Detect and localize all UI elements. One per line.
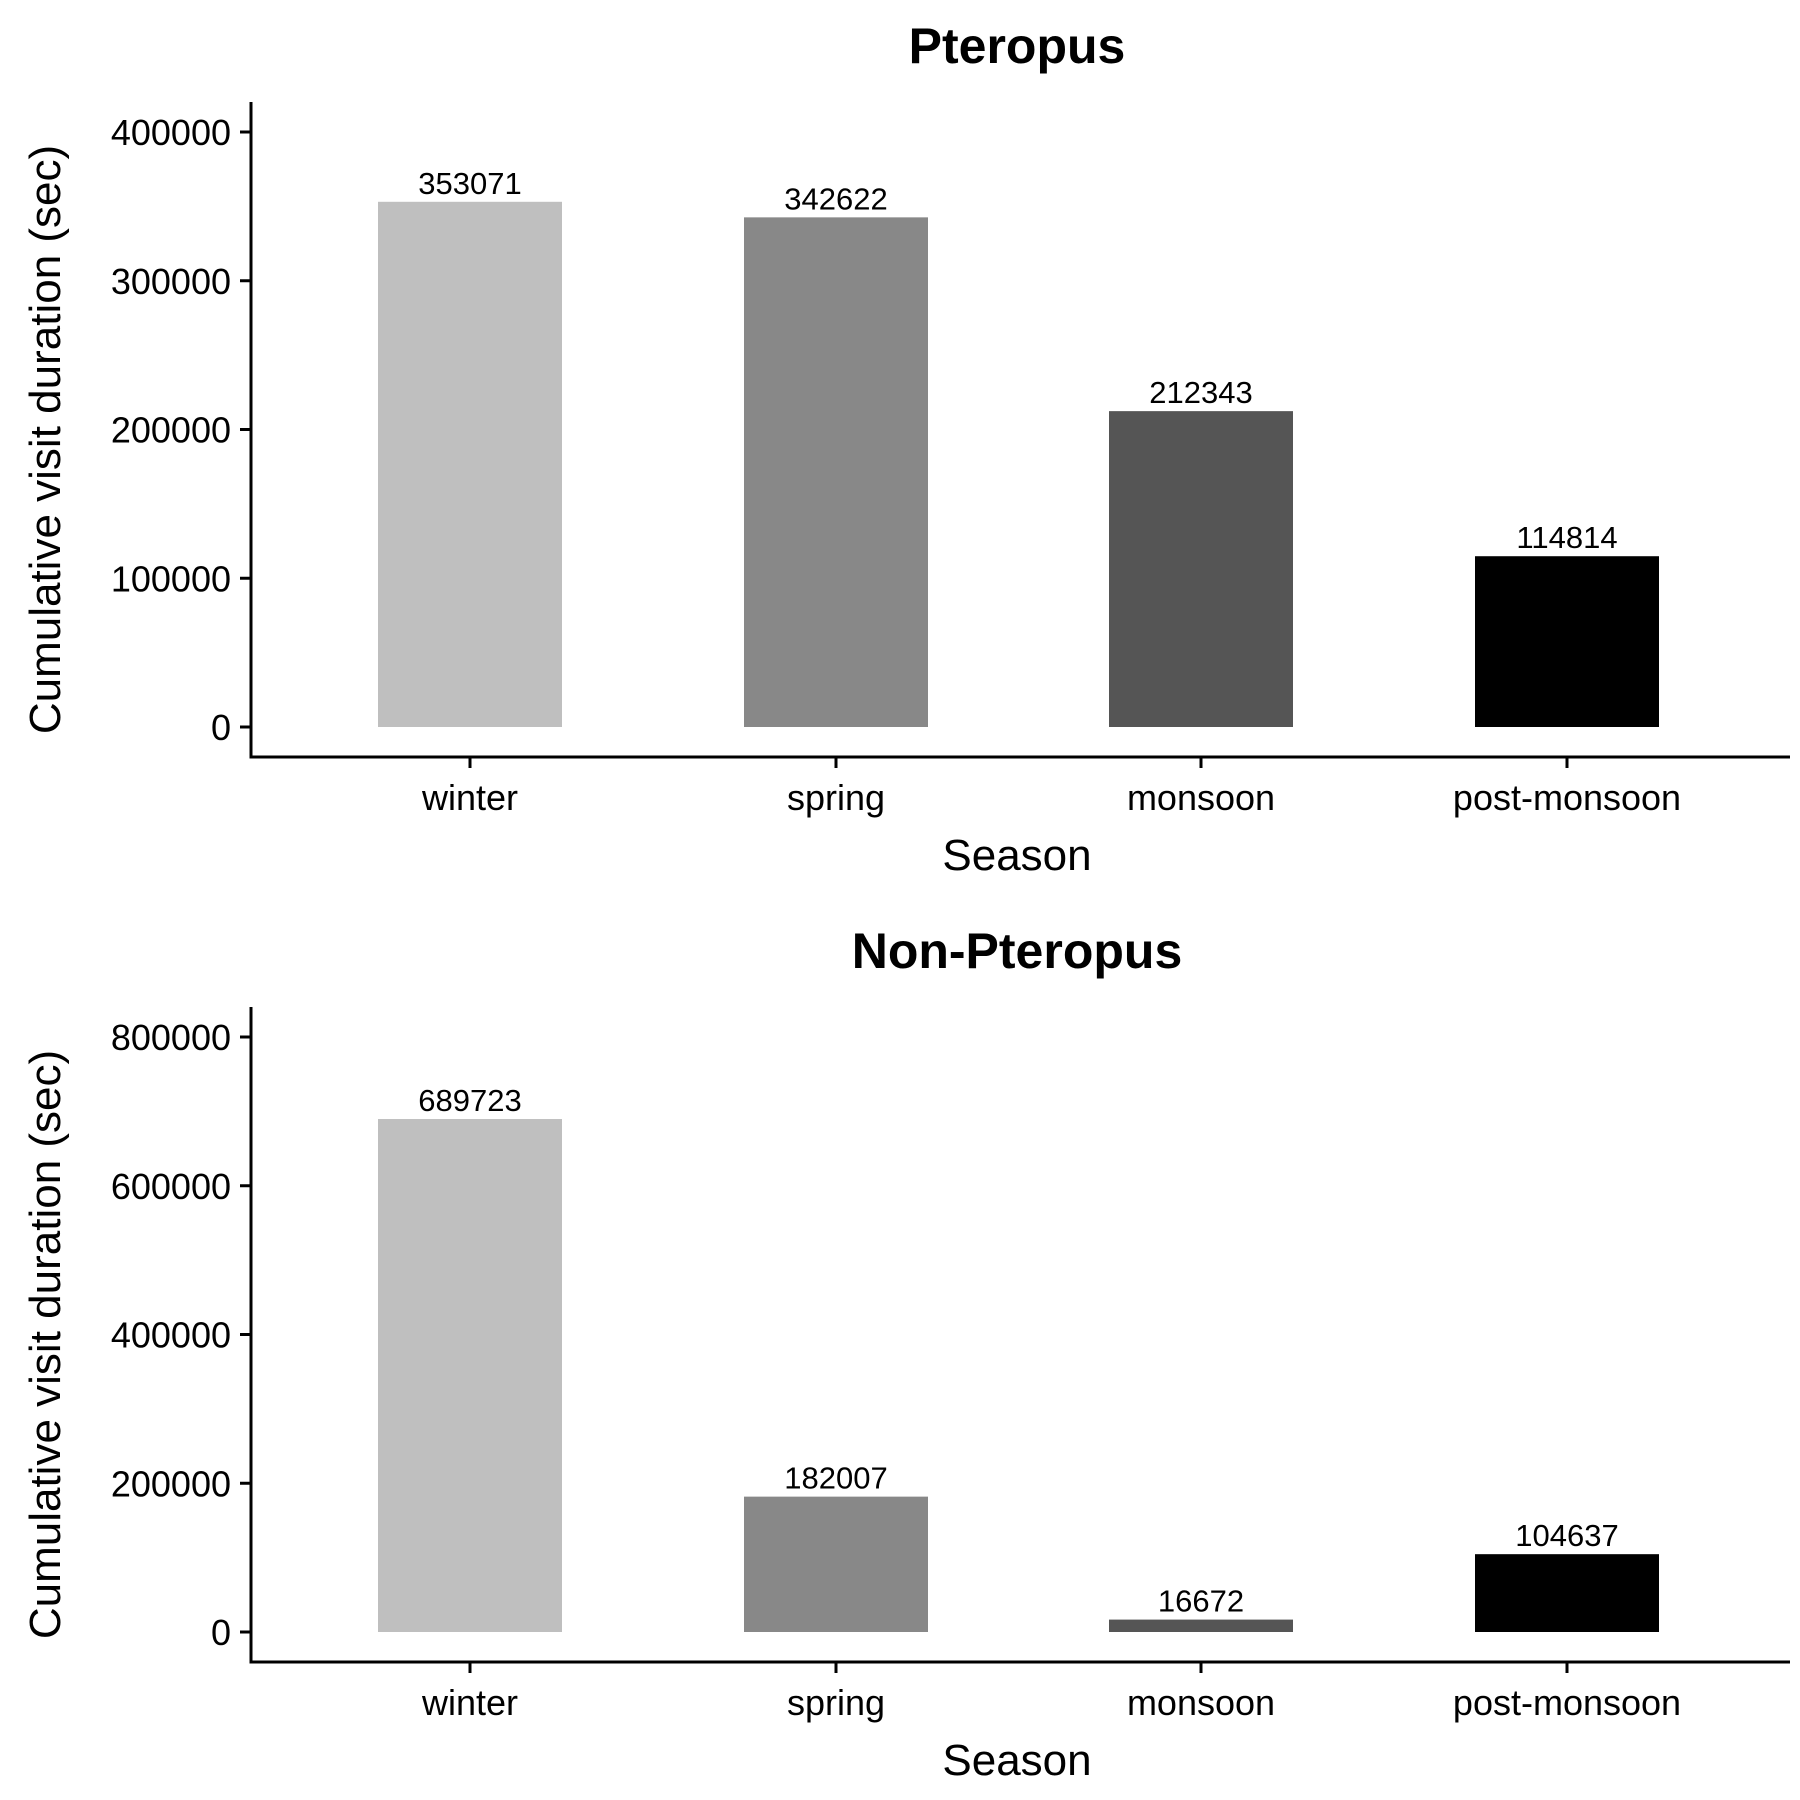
x-tick-label-post-monsoon: post-monsoon: [1453, 777, 1681, 818]
chart-title: Pteropus: [909, 18, 1126, 74]
data-label-post-monsoon: 104637: [1515, 1518, 1618, 1553]
y-tick-label: 100000: [111, 558, 231, 599]
y-tick-label: 600000: [111, 1166, 231, 1207]
bar-spring: [744, 1496, 928, 1632]
data-label-spring: 182007: [784, 1461, 887, 1496]
bar-post-monsoon: [1475, 1554, 1659, 1632]
x-tick-label-winter: winter: [421, 777, 518, 818]
data-label-monsoon: 16672: [1158, 1584, 1244, 1619]
y-tick-label: 800000: [111, 1017, 231, 1058]
chart-panel-pteropus: Pteropus 0 100000 200000 300000 400000 353071 w…: [21, 18, 1790, 880]
x-tick-label-spring: spring: [787, 1682, 885, 1723]
bar-winter: [378, 201, 562, 727]
data-label-winter: 689723: [418, 1083, 521, 1118]
x-axis-title: Season: [942, 831, 1091, 880]
bar-post-monsoon: [1475, 556, 1659, 727]
bar-monsoon: [1109, 1619, 1293, 1632]
y-tick-label: 200000: [111, 410, 231, 451]
x-tick-label-post-monsoon: post-monsoon: [1453, 1682, 1681, 1723]
chart-title: Non-Pteropus: [852, 923, 1183, 979]
bar-spring: [744, 217, 928, 727]
data-label-spring: 342622: [784, 181, 887, 216]
y-tick-label: 0: [211, 1612, 231, 1653]
x-tick-label-monsoon: monsoon: [1127, 1682, 1275, 1723]
x-axis-title: Season: [942, 1736, 1091, 1785]
y-axis-title: Cumulative visit duration (sec): [21, 1050, 70, 1639]
data-label-winter: 353071: [418, 166, 521, 201]
y-tick-label: 200000: [111, 1463, 231, 1504]
x-tick-label-monsoon: monsoon: [1127, 777, 1275, 818]
y-tick-label: 400000: [111, 112, 231, 153]
bar-monsoon: [1109, 411, 1293, 727]
data-label-post-monsoon: 114814: [1516, 520, 1617, 555]
data-label-monsoon: 212343: [1149, 375, 1252, 410]
x-tick-label-spring: spring: [787, 777, 885, 818]
y-axis-title: Cumulative visit duration (sec): [21, 145, 70, 734]
bar-winter: [378, 1119, 562, 1632]
y-tick-label: 0: [211, 707, 231, 748]
y-tick-label: 400000: [111, 1315, 231, 1356]
chart-panel-non-pteropus: Non-Pteropus 0 200000 400000 600000 800000 689…: [21, 923, 1790, 1785]
y-tick-label: 300000: [111, 261, 231, 302]
x-tick-label-winter: winter: [421, 1682, 518, 1723]
